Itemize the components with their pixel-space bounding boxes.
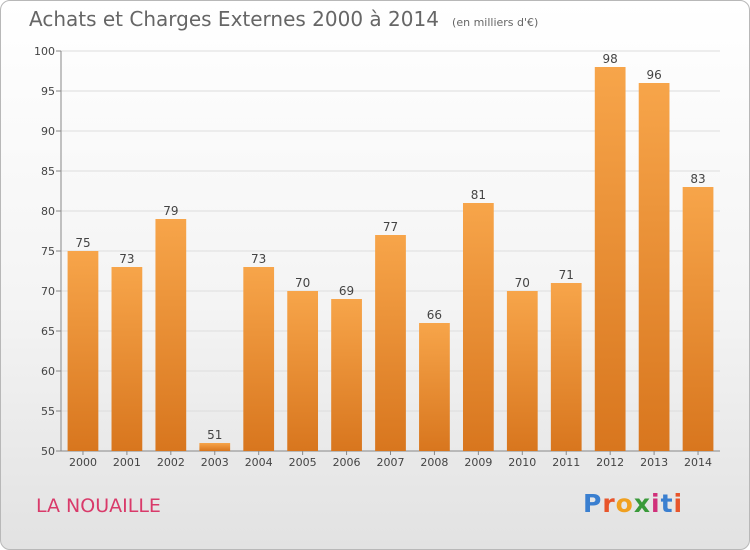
logo-letter: i (673, 489, 684, 518)
bar (199, 443, 231, 451)
bars (67, 67, 714, 451)
data-label: 81 (471, 188, 486, 202)
x-tick-label: 2003 (201, 456, 229, 469)
x-tick-label: 2007 (377, 456, 405, 469)
x-tick-label: 2010 (508, 456, 536, 469)
data-label: 79 (163, 204, 178, 218)
logo-letter: i (651, 489, 661, 518)
x-tick-labels: 2000 2001 2002 2003 2004 2005 2006 2007 2008 2009… (69, 451, 712, 469)
x-tick-label: 2005 (289, 456, 317, 469)
bar (287, 291, 319, 451)
y-tick-label: 100 (34, 45, 55, 58)
x-tick-label: 2006 (333, 456, 361, 469)
data-label: 83 (690, 172, 705, 186)
bar (682, 187, 714, 451)
chart-title: Achats et Charges Externes 2000 à 2014 (29, 7, 439, 31)
x-tick-label: 2000 (69, 456, 97, 469)
logo-letter: r (602, 489, 616, 518)
y-tick-label: 85 (41, 165, 55, 178)
bar (419, 323, 450, 451)
bar (375, 235, 406, 451)
x-tick-label: 2011 (552, 456, 580, 469)
city-name: LA NOUAILLE (36, 495, 161, 517)
x-tick-label: 2001 (113, 456, 141, 469)
logo-letter: o (615, 489, 634, 518)
y-tick-label: 55 (41, 405, 55, 418)
bar (594, 67, 626, 451)
x-tick-label: 2008 (420, 456, 448, 469)
data-label: 77 (383, 220, 398, 234)
bar (638, 83, 670, 451)
y-tick-label: 50 (41, 445, 55, 458)
y-tick-label: 75 (41, 245, 55, 258)
x-tick-label: 2012 (596, 456, 624, 469)
data-label: 70 (515, 276, 530, 290)
data-label: 73 (251, 252, 266, 266)
logo-letter: x (633, 489, 651, 518)
y-tick-label: 80 (41, 205, 55, 218)
y-tick-labels: 50 55 60 65 70 75 80 85 90 95 100 (34, 45, 55, 458)
x-tick-label: 2013 (640, 456, 668, 469)
data-label: 75 (75, 236, 90, 250)
y-tick-label: 70 (41, 285, 55, 298)
data-label: 73 (119, 252, 134, 266)
logo-letter: P (583, 489, 603, 518)
bar (550, 283, 582, 451)
bar (331, 299, 362, 451)
proxiti-logo: Proxiti (583, 489, 683, 518)
data-labels: 75 73 79 51 73 70 69 77 66 81 70 71 98 96 83 (75, 52, 705, 442)
data-label: 66 (427, 308, 442, 322)
y-tick-label: 65 (41, 325, 55, 338)
data-label: 51 (207, 428, 222, 442)
data-label: 96 (646, 68, 661, 82)
y-tick-label: 90 (41, 125, 55, 138)
chart-subtitle: (en milliers d'€) (452, 16, 539, 29)
data-label: 71 (559, 268, 574, 282)
data-label: 69 (339, 284, 354, 298)
y-tick-label: 95 (41, 85, 55, 98)
x-tick-label: 2004 (245, 456, 273, 469)
bar (462, 203, 494, 451)
bar (243, 267, 275, 451)
data-label: 70 (295, 276, 310, 290)
data-label: 98 (603, 52, 618, 66)
logo-letter: t (660, 489, 674, 518)
bar (155, 219, 187, 451)
x-tick-label: 2009 (464, 456, 492, 469)
y-tick-label: 60 (41, 365, 55, 378)
bar (506, 291, 538, 451)
bar (67, 251, 99, 451)
x-tick-label: 2002 (157, 456, 185, 469)
x-tick-label: 2014 (684, 456, 712, 469)
bar (111, 267, 143, 451)
chart-header: Achats et Charges Externes 2000 à 2014 (… (29, 7, 538, 31)
